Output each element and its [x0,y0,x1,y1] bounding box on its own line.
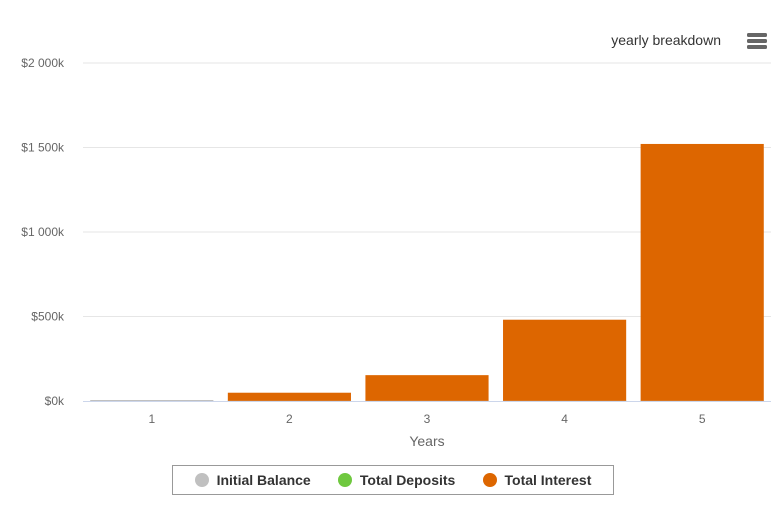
hamburger-menu-icon[interactable] [745,30,769,52]
x-axis-title: Years [409,433,444,449]
y-tick-label: $500k [31,310,65,324]
y-tick-label: $1 000k [21,225,65,239]
x-tick-label: 3 [424,412,431,426]
x-tick-label: 1 [148,412,155,426]
legend-item-total-deposits[interactable]: Total Deposits [337,472,456,488]
menu-bar [747,39,767,43]
bars [90,143,764,401]
x-axis-ticks: 1 2 3 4 5 [148,412,705,426]
x-tick-label: 2 [286,412,293,426]
legend-item-total-interest[interactable]: Total Interest [482,472,592,488]
bar-total-interest-year-5[interactable] [640,143,764,401]
y-tick-label: $1 500k [21,141,65,155]
bar-initial-balance-year-1[interactable] [90,400,214,401]
legend: Initial Balance Total Deposits Total Int… [172,465,614,495]
legend-item-initial-balance[interactable]: Initial Balance [194,472,311,488]
x-tick-label: 4 [561,412,568,426]
legend-label: Total Interest [504,472,592,488]
x-tick-label: 5 [699,412,706,426]
y-tick-label: $2 000k [21,56,65,70]
legend-label: Total Deposits [359,472,456,488]
bar-total-interest-year-2[interactable] [227,392,351,401]
bar-total-interest-year-3[interactable] [365,375,489,401]
bar-total-interest-year-4[interactable] [503,319,627,401]
menu-bar [747,45,767,49]
legend-dot-total-deposits [337,473,352,487]
legend-label: Initial Balance [216,472,311,488]
chart-title: yearly breakdown [611,32,721,48]
legend-dot-total-interest [482,473,497,487]
menu-bar [747,33,767,37]
y-tick-label: $0k [45,394,65,408]
y-axis-ticks: $0k $500k $1 000k $1 500k $2 000k [21,56,65,408]
legend-dot-initial-balance [194,473,209,487]
